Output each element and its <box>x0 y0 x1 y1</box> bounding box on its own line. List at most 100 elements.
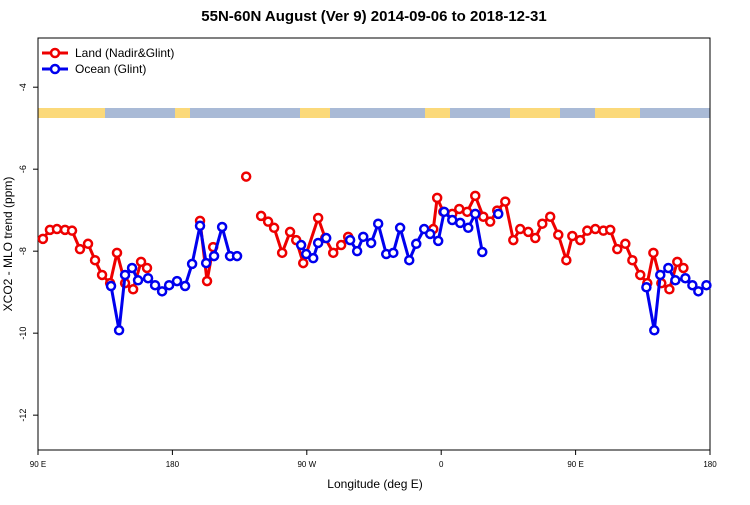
data-point <box>612 243 623 255</box>
data-point <box>156 286 168 297</box>
legend-marker <box>49 47 61 59</box>
data-point <box>500 196 511 207</box>
data-point <box>268 222 280 234</box>
data-point <box>357 231 369 243</box>
data-point <box>620 238 631 250</box>
data-point <box>74 243 86 255</box>
y-tick-label: -10 <box>18 327 28 340</box>
data-point <box>574 234 586 246</box>
x-tick-label: 90 W <box>297 460 316 469</box>
data-point <box>231 250 243 262</box>
data-point <box>240 171 252 182</box>
data-point <box>627 254 638 266</box>
data-point <box>51 223 63 235</box>
data-point <box>372 218 384 229</box>
legend-label: Land (Nadir&Glint) <box>75 46 174 60</box>
data-point <box>544 211 556 222</box>
data-point <box>523 226 534 238</box>
data-point <box>135 256 147 268</box>
data-point <box>297 257 309 269</box>
data-point <box>432 235 444 247</box>
data-point <box>604 224 616 236</box>
plot-frame <box>37 37 711 451</box>
data-point <box>37 233 49 245</box>
data-point <box>411 238 422 250</box>
y-tick-label: -12 <box>18 409 28 422</box>
data-point <box>320 232 332 244</box>
x-tick-label: 90 E <box>30 460 46 469</box>
x-tick-label: 180 <box>166 460 180 469</box>
data-point <box>561 254 572 266</box>
data-point <box>424 228 436 240</box>
data-point <box>344 234 356 246</box>
data-point <box>186 258 198 270</box>
data-point <box>678 262 689 274</box>
data-point <box>66 225 78 236</box>
data-point <box>351 245 363 257</box>
data-point <box>635 269 646 281</box>
data-point <box>680 272 691 284</box>
data-point <box>163 279 175 291</box>
data-point <box>687 279 698 291</box>
y-tick-label: -6 <box>18 165 28 173</box>
data-point <box>567 230 578 242</box>
data-point <box>179 280 191 292</box>
data-point <box>477 246 488 258</box>
data-point <box>200 257 212 269</box>
data-point <box>670 275 681 286</box>
data-point <box>216 221 228 233</box>
data-point <box>492 208 504 220</box>
data-point <box>394 222 406 234</box>
data-point <box>295 239 307 251</box>
data-point <box>508 234 519 246</box>
data-point <box>111 247 123 259</box>
data-point <box>461 206 473 218</box>
data-point <box>201 275 213 287</box>
y-tick-label: -4 <box>18 83 28 91</box>
data-point <box>553 229 564 241</box>
data-point <box>664 284 675 295</box>
data-point <box>89 254 101 266</box>
data-point <box>105 280 117 292</box>
data-point <box>276 247 288 259</box>
data-point <box>142 272 154 284</box>
data-point <box>388 247 399 259</box>
y-axis-label: XCO2 - MLO trend (ppm) <box>1 177 15 312</box>
x-axis-label: Longitude (deg E) <box>327 477 422 491</box>
data-point <box>132 275 144 286</box>
data-point <box>590 223 601 235</box>
data-point <box>438 206 450 218</box>
data-point <box>119 269 131 281</box>
data-point <box>113 325 125 336</box>
data-point <box>312 212 324 224</box>
legend-label: Ocean (Glint) <box>75 62 146 76</box>
legend-marker <box>49 63 61 75</box>
data-point <box>335 239 347 251</box>
data-point <box>327 247 339 259</box>
data-point <box>149 279 161 291</box>
data-point <box>648 247 659 259</box>
x-tick-label: 0 <box>439 460 444 469</box>
data-point <box>641 281 652 293</box>
data-point <box>672 256 683 268</box>
chart-title: 55N-60N August (Ver 9) 2014-09-06 to 201… <box>201 8 546 25</box>
data-point <box>171 275 183 287</box>
y-tick-label: -8 <box>18 247 28 255</box>
data-point <box>530 232 541 244</box>
data-point <box>96 269 108 281</box>
data-point <box>127 284 139 295</box>
map-strip <box>38 108 710 118</box>
data-point <box>655 269 666 281</box>
data-point <box>649 325 660 336</box>
data-point <box>141 262 153 274</box>
data-point <box>581 225 593 236</box>
data-point <box>82 238 94 250</box>
data-point <box>284 226 296 238</box>
data-point <box>262 216 274 227</box>
data-point <box>693 286 704 297</box>
x-tick-label: 90 E <box>567 460 583 469</box>
data-point <box>208 250 220 262</box>
data-point <box>431 192 443 204</box>
data-point <box>701 279 712 291</box>
